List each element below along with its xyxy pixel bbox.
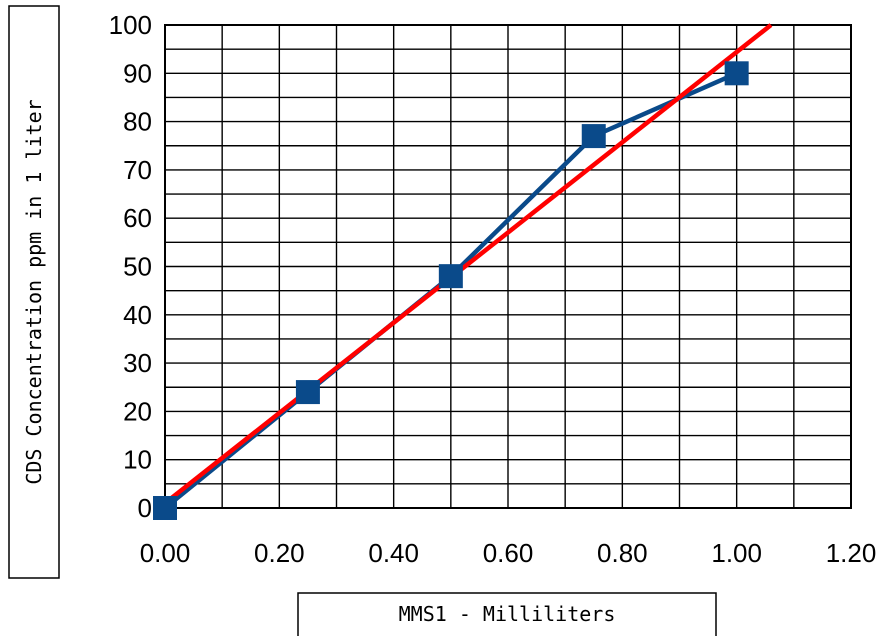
- y-tick-label: 50: [123, 252, 152, 282]
- y-tick-label: 20: [123, 396, 152, 426]
- y-tick-label: 60: [123, 203, 152, 233]
- data-point-marker: [153, 496, 177, 520]
- data-point-marker: [581, 124, 606, 149]
- series-layer: [153, 23, 773, 520]
- y-axis-title: CDS Concentration ppm in 1 liter: [22, 99, 46, 484]
- x-tick-label: 0.00: [140, 538, 191, 568]
- data-point-marker: [724, 61, 749, 86]
- y-tick-label: 10: [123, 445, 152, 475]
- y-tick-label: 70: [123, 155, 152, 185]
- plot-area-frame: [164, 24, 852, 509]
- x-axis-title: MMS1 - Milliliters: [399, 602, 616, 626]
- y-tick-label: 90: [123, 58, 152, 88]
- x-tick-label: 1.20: [826, 538, 877, 568]
- x-axis-title-box: [297, 592, 717, 636]
- data-point-marker: [438, 264, 463, 289]
- x-tick-label: 0.80: [597, 538, 648, 568]
- y-tick-label: 40: [123, 300, 152, 330]
- x-tick-label: 0.40: [368, 538, 419, 568]
- x-tick-label: 0.60: [483, 538, 534, 568]
- y-tick-label: 0: [138, 493, 152, 523]
- y-axis-title-box: [8, 5, 60, 579]
- x-tick-label: 0.20: [254, 538, 305, 568]
- y-tick-label: 80: [123, 107, 152, 137]
- trendline: [163, 23, 773, 505]
- data-point-marker: [295, 380, 320, 405]
- x-axis-ticks: 0.00 0.20 0.40 0.60 0.80 1.00 1.20: [140, 538, 877, 568]
- y-tick-label: 30: [123, 348, 152, 378]
- grid: [164, 24, 852, 509]
- y-tick-label: 100: [109, 10, 152, 40]
- x-tick-label: 1.00: [711, 538, 762, 568]
- y-axis-ticks: 0 10 20 30 40 50 60 70 80 90 100: [109, 10, 152, 523]
